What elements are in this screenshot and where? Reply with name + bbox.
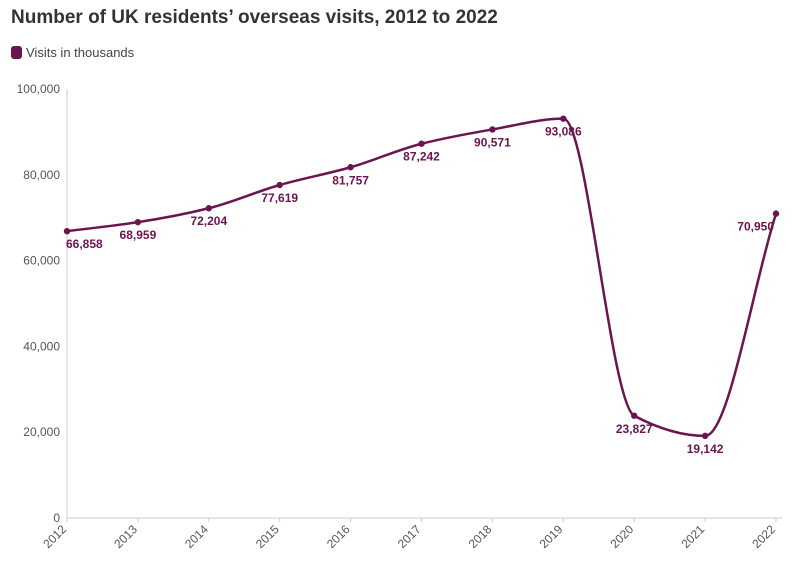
y-tick-label: 0	[53, 511, 60, 525]
x-tick-label: 2012	[40, 522, 69, 551]
data-point	[347, 164, 354, 171]
legend-label: Visits in thousands	[26, 45, 135, 60]
data-point	[560, 115, 567, 122]
data-label: 68,959	[120, 228, 157, 242]
data-point	[276, 181, 283, 189]
x-tick-label: 2016	[324, 522, 353, 551]
legend-swatch	[11, 46, 22, 59]
x-tick-label: 2013	[111, 522, 140, 551]
data-point	[489, 126, 496, 133]
series-line	[65, 117, 778, 438]
data-point	[205, 205, 212, 212]
data-point	[701, 432, 709, 440]
x-tick-label: 2019	[537, 522, 566, 551]
data-point	[772, 210, 780, 217]
data-point	[631, 412, 638, 419]
data-label: 90,571	[474, 135, 511, 149]
x-tick-label: 2021	[678, 522, 707, 551]
x-tick-label: 2018	[466, 522, 495, 551]
x-tick-label: 2014	[182, 522, 211, 551]
x-tick-label: 2020	[608, 522, 637, 551]
data-label: 81,757	[332, 173, 369, 187]
x-tick-label: 2017	[395, 522, 424, 551]
data-label: 23,827	[616, 422, 653, 436]
data-point	[418, 140, 425, 147]
chart-title: Number of UK residents’ overseas visits,…	[11, 7, 498, 28]
data-label: 77,619	[261, 191, 298, 205]
data-point	[134, 218, 142, 226]
x-tick-label: 2015	[253, 522, 282, 551]
y-tick-label: 40,000	[23, 339, 60, 353]
data-label: 72,204	[190, 214, 227, 228]
y-tick-label: 80,000	[23, 168, 60, 182]
data-point	[63, 227, 71, 235]
data-label: 93,086	[545, 125, 582, 139]
data-label: 66,858	[66, 237, 103, 251]
x-tick-label: 2022	[749, 522, 778, 551]
data-label: 87,242	[403, 150, 440, 164]
y-tick-label: 60,000	[23, 254, 60, 268]
legend: Visits in thousands	[11, 45, 134, 60]
y-tick-label: 100,000	[17, 82, 61, 96]
data-label: 70,950	[737, 220, 774, 234]
data-label: 19,142	[687, 442, 724, 456]
y-tick-label: 20,000	[23, 425, 60, 439]
